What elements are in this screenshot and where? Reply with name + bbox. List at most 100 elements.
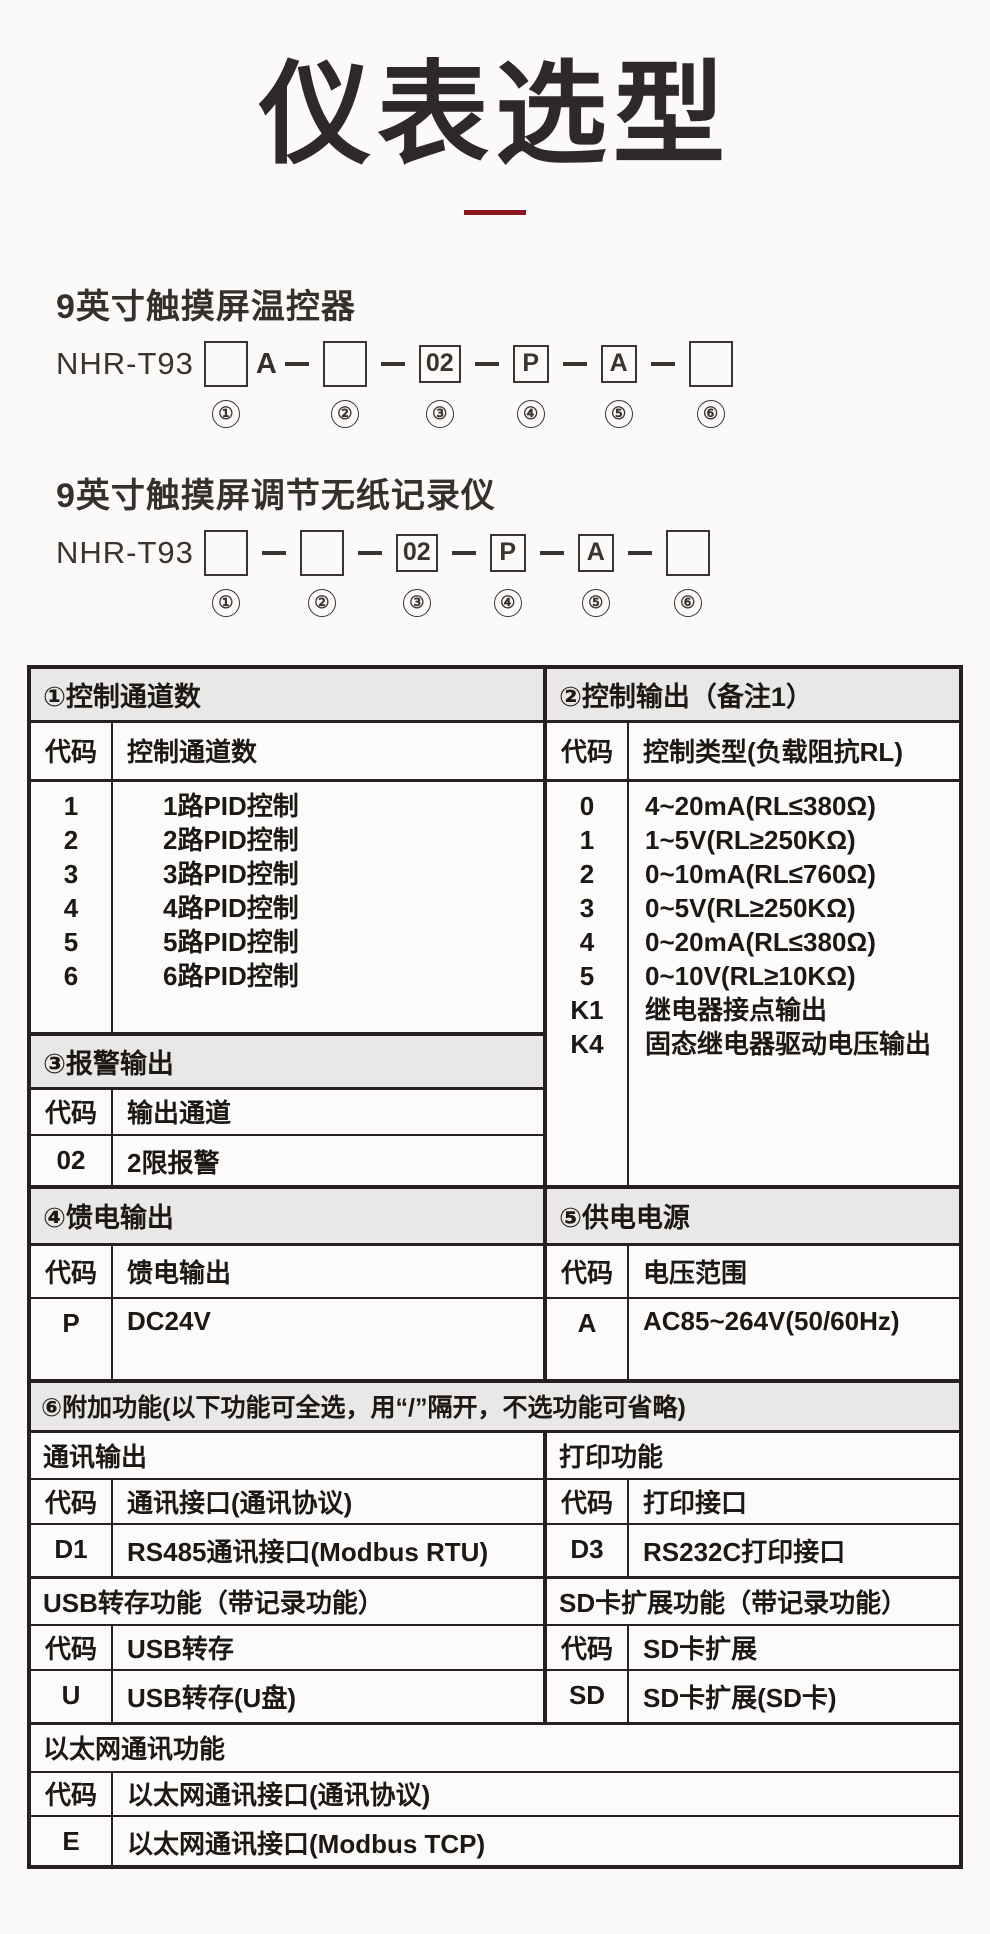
code-label: 代码 <box>547 1245 629 1297</box>
value: 3路PID控制 <box>163 858 299 889</box>
dash-separator <box>627 550 652 555</box>
usb-sd-block: USB转存功能（带记录功能） 代码 USB转存 U USB转存(U盘) SD卡扩… <box>31 1578 959 1725</box>
value-label: 以太网通讯接口(通讯协议) <box>127 1780 431 1811</box>
circled-number-4: ④ <box>493 588 522 617</box>
code: D1 <box>31 1524 113 1576</box>
t6-header: ⑥附加功能(以下功能可全选，用“/”隔开，不选功能可省略) <box>31 1382 959 1433</box>
model-box-1 <box>203 340 248 387</box>
value: 4~20mA(RL≤380Ω) <box>645 790 876 821</box>
section-1-left: ①控制通道数 代码 控制通道数 1 2 3 4 5 6 1路PID控制 2路PI… <box>31 668 547 1185</box>
title-accent-rule <box>464 209 526 215</box>
code: A <box>547 1298 629 1379</box>
t2-values: 4~20mA(RL≤380Ω) 1~5V(RL≥250KΩ) 0~10mA(RL… <box>629 782 931 1185</box>
code-label: 代码 <box>31 722 113 779</box>
model-box-4: P <box>512 344 549 383</box>
section-1: ①控制通道数 代码 控制通道数 1 2 3 4 5 6 1路PID控制 2路PI… <box>31 668 959 1185</box>
t1-rows: 1 2 3 4 5 6 1路PID控制 2路PID控制 3路PID控制 4路PI… <box>31 781 543 1032</box>
code-label: 代码 <box>547 1479 629 1523</box>
comm-subtable: 通讯输出 代码 通讯接口(通讯协议) D1 RS485通讯接口(Modbus R… <box>31 1432 547 1576</box>
code: 3 <box>63 858 79 889</box>
model-box-1 <box>203 529 248 576</box>
circled-number-1: ① <box>211 399 240 428</box>
value: 1~5V(RL≥250KΩ) <box>645 824 856 855</box>
model-segment-1: ① <box>203 529 248 617</box>
value: RS485通讯接口(Modbus RTU) <box>127 1536 489 1567</box>
section-1-right: ②控制输出（备注1） 代码 控制类型(负载阻抗RL) 0 1 2 3 4 5 K… <box>547 668 959 1185</box>
value-label: 控制通道数 <box>127 737 258 768</box>
usb-subtable: USB转存功能（带记录功能） 代码 USB转存 U USB转存(U盘) <box>31 1578 547 1722</box>
value: 以太网通讯接口(Modbus TCP) <box>127 1828 486 1859</box>
model-segment-5: A ⑤ <box>577 529 614 617</box>
circled-number-3: ③ <box>425 399 454 428</box>
sd-column-header: 代码 SD卡扩展 <box>547 1625 959 1671</box>
code: 5 <box>579 960 595 991</box>
t3-header: ③报警输出 <box>31 1035 543 1090</box>
value: 2限报警 <box>127 1147 220 1178</box>
section-3: ⑥附加功能(以下功能可全选，用“/”隔开，不选功能可省略) 通讯输出 代码 通讯… <box>31 1378 959 1865</box>
model-box-4: P <box>489 533 526 572</box>
code: 6 <box>63 960 79 991</box>
t5-table: ⑤供电电源 代码 电压范围 A AC85~264V(50/60Hz) <box>547 1188 959 1379</box>
code: 5 <box>63 926 79 957</box>
value: AC85~264V(50/60Hz) <box>643 1305 900 1336</box>
model-segment-4: P ④ <box>512 340 549 428</box>
t2-rows: 0 1 2 3 4 5 K1 K4 4~20mA(RL≤380Ω) 1~5V(R… <box>547 781 959 1185</box>
model-prefix: NHR-T93 <box>56 345 194 381</box>
dash-separator <box>261 550 286 555</box>
t4-header: ④馈电输出 <box>31 1188 543 1246</box>
comm-column-header: 代码 通讯接口(通讯协议) <box>31 1479 543 1525</box>
model-box-5: A <box>600 344 637 383</box>
code-label: 代码 <box>31 1625 113 1669</box>
model-fixed-letter: A <box>255 347 277 380</box>
model-code-line: NHR-T93 ① A ② 02 ③ P ④ A <box>56 340 990 428</box>
code: 02 <box>31 1135 113 1185</box>
dash-separator <box>380 361 405 366</box>
usb-title: USB转存功能（带记录功能） <box>31 1579 543 1626</box>
circled-number-5: ⑤ <box>581 588 610 617</box>
ethernet-title: 以太网通讯功能 <box>31 1725 959 1773</box>
usb-column-header: 代码 USB转存 <box>31 1625 543 1671</box>
model-segment-6: ⑥ <box>688 340 733 428</box>
value: USB转存(U盘) <box>127 1682 296 1713</box>
comm-title: 通讯输出 <box>31 1433 543 1480</box>
t1-codes: 1 2 3 4 5 6 <box>31 781 113 1032</box>
code: D3 <box>547 1524 629 1576</box>
value: 5路PID控制 <box>163 926 299 957</box>
model-prefix: NHR-T93 <box>56 534 194 570</box>
model-box-6 <box>688 340 733 387</box>
code-label: 代码 <box>547 722 629 779</box>
value: 2路PID控制 <box>163 824 299 855</box>
sd-subtable: SD卡扩展功能（带记录功能） 代码 SD卡扩展 SD SD卡扩展(SD卡) <box>547 1579 959 1722</box>
value: 0~5V(RL≥250KΩ) <box>645 892 856 923</box>
circled-number-3: ③ <box>402 588 431 617</box>
model-box-5: A <box>577 533 614 572</box>
value: SD卡扩展(SD卡) <box>643 1682 837 1713</box>
t5-header: ⑤供电电源 <box>547 1188 959 1246</box>
print-title: 打印功能 <box>547 1433 959 1480</box>
t4-column-header: 代码 馈电输出 <box>31 1245 543 1299</box>
value: 固态继电器驱动电压输出 <box>645 1028 932 1059</box>
dash-separator <box>284 361 309 366</box>
t3-column-header: 代码 输出通道 <box>31 1089 543 1136</box>
model-segment-2: ② <box>299 529 344 617</box>
page-title: 仪表选型 <box>259 52 731 177</box>
circled-number-2: ② <box>330 399 359 428</box>
ethernet-column-header: 代码 以太网通讯接口(通讯协议) <box>31 1772 959 1817</box>
selection-table: ①控制通道数 代码 控制通道数 1 2 3 4 5 6 1路PID控制 2路PI… <box>27 664 963 1869</box>
product-block-paperless-recorder: 9英寸触摸屏调节无纸记录仪 NHR-T93 ① ② 02 ③ P ④ <box>56 468 990 617</box>
dash-separator <box>357 550 382 555</box>
model-segment-1: ① <box>203 340 248 428</box>
comm-row: D1 RS485通讯接口(Modbus RTU) <box>31 1524 543 1576</box>
code: 4 <box>63 892 79 923</box>
value-label: USB转存 <box>127 1633 234 1664</box>
model-segment-4: P ④ <box>489 529 526 617</box>
value-label: 通讯接口(通讯协议) <box>127 1487 353 1518</box>
product-block-temp-controller: 9英寸触摸屏温控器 NHR-T93 ① A ② 02 ③ P ④ <box>56 279 990 428</box>
code: 0 <box>579 790 595 821</box>
code: 3 <box>579 892 595 923</box>
code-label: 代码 <box>31 1245 113 1297</box>
t3-row: 02 2限报警 <box>31 1135 543 1185</box>
section-2: ④馈电输出 代码 馈电输出 P DC24V ⑤供电电源 代码 电压范围 A AC… <box>31 1184 959 1379</box>
model-code-line: NHR-T93 ① ② 02 ③ P ④ A ⑤ <box>56 529 990 617</box>
code: SD <box>547 1670 629 1722</box>
